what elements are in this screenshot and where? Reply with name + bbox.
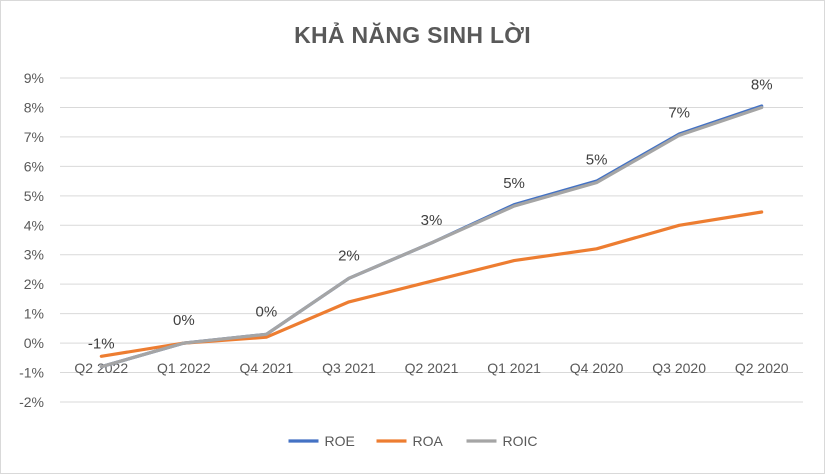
data-labels: -1% 0% 0% 2% 3% 5% 5% 7% 8% [88,76,773,352]
legend: ROE ROA ROIC [288,433,538,449]
data-label: 0% [256,303,278,320]
data-label: 3% [421,212,443,229]
y-tick-label: 3% [24,247,44,263]
y-tick-label: 6% [24,158,44,174]
y-tick-label: 1% [24,306,44,322]
x-tick-label: Q3 2020 [652,360,706,376]
y-tick-label: 8% [24,99,44,115]
series-line-roic [99,105,764,369]
y-tick-label: 7% [24,129,44,145]
series-lines [99,104,764,369]
y-tick-label: -2% [19,394,44,410]
x-tick-label: Q2 2021 [405,360,459,376]
legend-label-roa: ROA [413,433,444,449]
data-label: 0% [173,312,195,329]
x-tick-label: Q2 2020 [735,360,789,376]
data-label: 5% [503,175,525,192]
y-tick-label: 4% [24,217,44,233]
x-tick-label: Q4 2021 [240,360,294,376]
data-label: 5% [586,152,608,169]
x-tick-label: Q4 2020 [570,360,624,376]
legend-label-roic: ROIC [503,433,538,449]
data-label: -1% [88,336,115,353]
x-tick-label: Q3 2021 [322,360,376,376]
y-axis-tick-labels: 9% 8% 7% 6% 5% 4% 3% 2% 1% 0% -1% -2% [19,70,44,410]
data-label: 8% [751,76,773,93]
x-axis-tick-labels: Q2 2022 Q1 2022 Q4 2021 Q3 2021 Q2 2021 Q1 20… [74,360,788,376]
x-tick-label: Q1 2021 [487,360,541,376]
data-label: 7% [668,104,690,121]
data-label: 2% [338,247,360,264]
chart-title: KHẢ NĂNG SINH LỜI [294,22,531,48]
legend-label-roe: ROE [325,433,355,449]
y-tick-label: 2% [24,276,44,292]
y-tick-label: 9% [24,70,44,86]
grid-lines [60,77,803,403]
y-tick-label: -1% [19,365,44,381]
y-tick-label: 5% [24,188,44,204]
y-tick-label: 0% [24,335,44,351]
x-tick-label: Q1 2022 [157,360,211,376]
